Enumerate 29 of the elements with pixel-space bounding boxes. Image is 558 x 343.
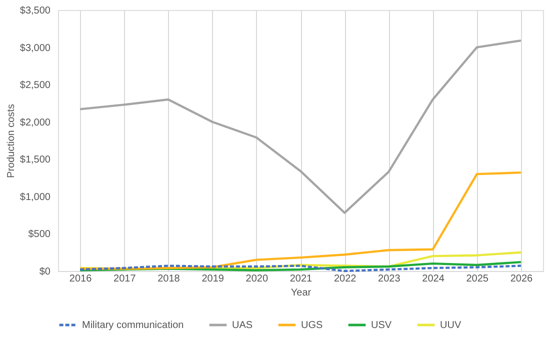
x-tick-label: 2017 <box>114 274 136 284</box>
x-tick-label: 2019 <box>202 274 224 284</box>
x-tick-label: 2026 <box>510 274 534 284</box>
x-axis-title: Year <box>290 288 312 298</box>
y-tick-label: $1,500 <box>20 154 51 166</box>
legend-label: UGS <box>301 320 323 331</box>
line-series <box>78 171 522 270</box>
legend-label: UAS <box>232 320 253 331</box>
y-tick-label: $2,500 <box>20 80 51 92</box>
y-axis-title: Production costs <box>6 104 17 178</box>
y-tick-label: $3,000 <box>20 42 51 54</box>
line-series <box>78 260 522 272</box>
x-tick-label: 2023 <box>378 274 401 284</box>
x-tick-label: 2016 <box>69 274 92 284</box>
x-tick-label: 2022 <box>334 274 357 284</box>
y-tick-label: $2,000 <box>20 117 51 128</box>
x-tick-label: 2018 <box>158 274 180 284</box>
y-tick-label: $500 <box>28 229 51 240</box>
legend-label: UUV <box>440 320 462 331</box>
legend-label: USV <box>371 320 392 331</box>
x-tick-label: 2021 <box>290 274 313 284</box>
y-tick-label: $0 <box>39 266 51 278</box>
x-tick-label: 2020 <box>246 274 268 284</box>
y-tick-label: $1,000 <box>20 192 51 203</box>
line-series <box>78 39 522 214</box>
x-tick-label: 2024 <box>422 274 445 284</box>
x-tick-label: 2025 <box>466 274 489 284</box>
legend-label: Military communication <box>82 320 184 331</box>
y-tick-label: $3,500 <box>20 6 51 16</box>
